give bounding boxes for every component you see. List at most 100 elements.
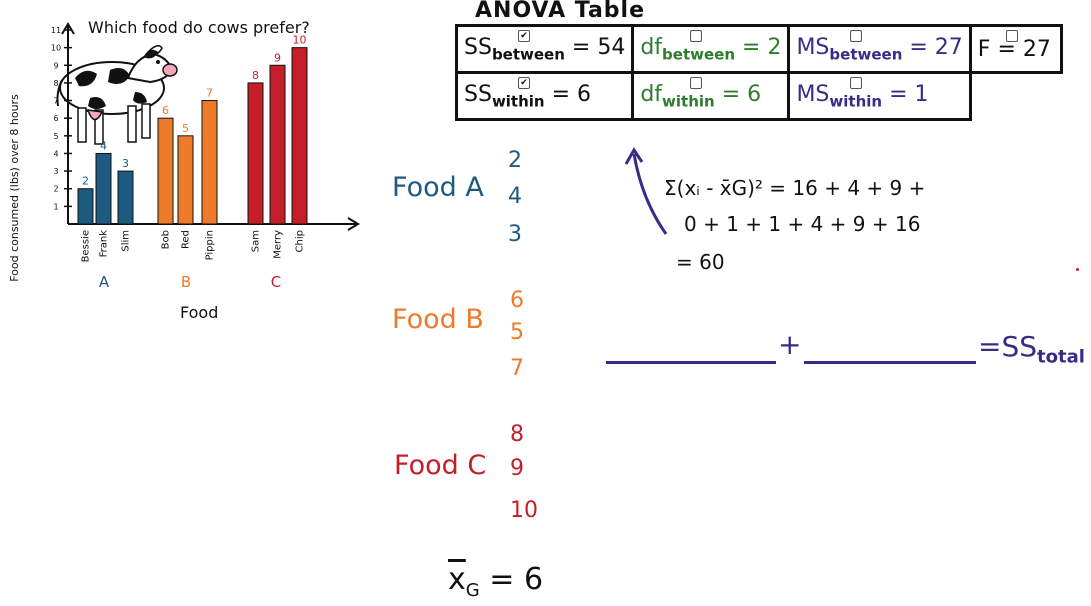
ms-value: = 1 bbox=[889, 81, 929, 107]
grand-mean-symbol: x bbox=[448, 562, 466, 597]
ss-label: SS bbox=[464, 34, 492, 60]
bar-value-label: 9 bbox=[274, 51, 281, 64]
df-value: = 6 bbox=[721, 81, 762, 107]
x-axis-arrow bbox=[347, 217, 360, 231]
food-a-value: 3 bbox=[508, 222, 522, 247]
bar-slim bbox=[117, 170, 134, 225]
category-label: Bessie bbox=[81, 230, 92, 262]
anova-table-title: ANOVA Table bbox=[475, 0, 645, 23]
ss-sub: within bbox=[491, 92, 545, 111]
food-b-label: Food B bbox=[392, 304, 484, 335]
ss-value: = 6 bbox=[551, 81, 592, 107]
grand-mean-sub: G bbox=[465, 580, 480, 601]
ms-label: MS bbox=[796, 81, 830, 107]
y-axis-title-text: Food consumed (lbs) over 8 hours bbox=[8, 94, 21, 282]
category-label: Sam bbox=[251, 230, 262, 252]
df-within-cell: dfwithin = 6 bbox=[631, 71, 791, 121]
checkbox-unchecked-icon[interactable] bbox=[850, 77, 863, 89]
bar-value-label: 4 bbox=[100, 139, 107, 152]
category-label: Slim bbox=[121, 230, 132, 252]
ss-value: = 54 bbox=[571, 34, 626, 60]
y-tick-label: 6 bbox=[53, 114, 58, 123]
f-cell: F = 27 bbox=[968, 24, 1063, 74]
bar-value-label: 5 bbox=[182, 122, 189, 135]
bar-bob bbox=[157, 117, 174, 225]
food-a-value: 2 bbox=[508, 148, 522, 173]
formula-line-3: = 60 bbox=[676, 250, 725, 274]
curved-arrow-icon bbox=[624, 147, 668, 235]
group-label: C bbox=[271, 273, 281, 291]
equals-sign: = bbox=[978, 330, 1002, 363]
group-label: A bbox=[99, 273, 110, 291]
y-tick-label: 1 bbox=[53, 202, 58, 211]
food-b-value: 7 bbox=[510, 356, 524, 381]
ms-label: MS bbox=[796, 34, 830, 60]
empty-cell bbox=[968, 72, 1062, 120]
df-sub: between bbox=[662, 45, 736, 64]
ss-total-label: =SStotal bbox=[978, 330, 1085, 368]
checkbox-unchecked-icon[interactable] bbox=[1005, 30, 1018, 42]
bar-value-label: 3 bbox=[122, 157, 129, 170]
ms-sub: within bbox=[829, 92, 883, 111]
y-tick-label: 7 bbox=[53, 97, 58, 106]
blank-line-ss-between bbox=[606, 361, 776, 364]
ms-between-cell: MSbetween = 27 bbox=[787, 24, 972, 74]
category-label: Frank bbox=[99, 230, 110, 258]
bar-sam bbox=[247, 82, 264, 225]
plus-sign: + bbox=[778, 328, 802, 361]
df-between-cell: dfbetween = 2 bbox=[631, 24, 791, 74]
food-c-label: Food C bbox=[394, 450, 487, 481]
ms-value: = 27 bbox=[909, 34, 963, 60]
y-axis-title: Food consumed (lbs) over 8 hours bbox=[8, 94, 21, 282]
category-label: Bob bbox=[161, 230, 172, 249]
bar-bessie bbox=[77, 188, 94, 225]
checkbox-unchecked-icon[interactable] bbox=[690, 30, 703, 42]
ss-total-text: SS bbox=[1001, 330, 1038, 363]
f-label: F bbox=[977, 36, 991, 62]
food-a-label: Food A bbox=[392, 172, 484, 203]
y-tick-label: 5 bbox=[53, 132, 58, 141]
df-label: df bbox=[640, 34, 663, 60]
category-label: Pippin bbox=[205, 230, 216, 260]
checkbox-unchecked-icon[interactable] bbox=[850, 30, 863, 42]
y-tick-label: 11 bbox=[51, 26, 61, 35]
bar-value-label: 7 bbox=[206, 87, 213, 100]
checkbox-unchecked-icon[interactable] bbox=[690, 77, 703, 89]
checkbox-checked-icon[interactable]: ✔ bbox=[518, 30, 530, 42]
food-c-value: 10 bbox=[510, 498, 538, 523]
ms-within-cell: MSwithin = 1 bbox=[787, 71, 972, 121]
ss-between-cell: ✔ SSbetween = 54 bbox=[454, 24, 635, 74]
anova-table: ✔ SSbetween = 54 dfbetween = 2 MSbetween… bbox=[454, 24, 1063, 121]
bar-value-label: 6 bbox=[162, 104, 169, 117]
df-sub: within bbox=[662, 92, 715, 111]
y-tick-label: 4 bbox=[53, 149, 58, 158]
category-label: Merry bbox=[273, 230, 284, 259]
anova-row-within: ✔ SSwithin = 6 dfwithin = 6 MSwithin = 1 bbox=[454, 71, 1062, 121]
df-value: = 2 bbox=[742, 34, 782, 60]
ss-label: SS bbox=[464, 81, 492, 107]
ss-sub: between bbox=[491, 45, 565, 64]
category-label: Red bbox=[181, 230, 192, 249]
bar-value-label: 10 bbox=[293, 34, 307, 47]
bar-chart: Which food do cows prefer? Food consumed… bbox=[8, 18, 360, 322]
checkbox-checked-icon[interactable]: ✔ bbox=[518, 77, 530, 89]
grand-mean: xG = 6 bbox=[448, 562, 543, 601]
ms-sub: between bbox=[829, 45, 903, 64]
bars: 2 Bessie 4 Frank 3 Slim 6 Bob 5 Red 7 Pippin 8 Sam 9 Me… bbox=[77, 34, 308, 291]
food-c-value: 8 bbox=[510, 422, 524, 447]
food-b-value: 6 bbox=[510, 288, 524, 313]
formula-line-2: 0 + 1 + 1 + 4 + 9 + 16 bbox=[684, 212, 921, 236]
category-label: Chip bbox=[295, 230, 306, 252]
y-ticks: 1 2 3 4 5 6 7 8 9 10 11 bbox=[51, 26, 72, 211]
group-label: B bbox=[181, 273, 191, 291]
bar-frank bbox=[95, 152, 112, 225]
ss-total-sub: total bbox=[1037, 346, 1085, 368]
grand-mean-value: = 6 bbox=[489, 562, 544, 597]
y-tick-label: 2 bbox=[53, 185, 58, 194]
x-axis-title: Food bbox=[180, 303, 218, 322]
food-a-value: 4 bbox=[508, 184, 522, 209]
y-tick-label: 10 bbox=[51, 44, 61, 53]
bar-chip bbox=[291, 47, 308, 225]
ss-within-cell: ✔ SSwithin = 6 bbox=[454, 71, 635, 121]
blank-line-ss-within bbox=[804, 361, 976, 364]
